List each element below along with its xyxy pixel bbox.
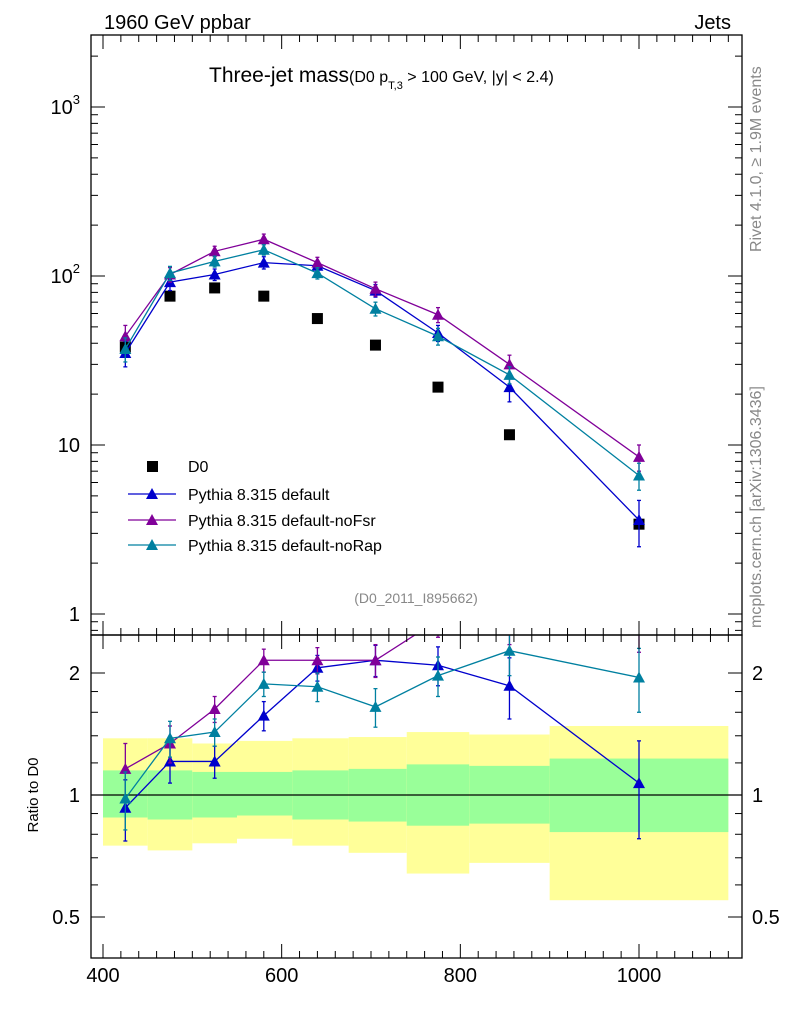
main-line-default bbox=[124, 261, 640, 521]
ratio-panel-frame bbox=[90, 634, 743, 959]
plot-title-sub-open: (D0 p bbox=[349, 69, 388, 86]
ratio-xtick-label: 1000 bbox=[617, 965, 662, 987]
main-ytick-label: 1 bbox=[69, 604, 80, 626]
ratio-point-noRap bbox=[633, 671, 645, 683]
ratio-series-noRap bbox=[119, 635, 645, 831]
ratio-point-noFsr bbox=[208, 703, 221, 715]
ratio-point-noRap bbox=[503, 644, 516, 656]
main-point-noFsr bbox=[257, 233, 270, 245]
main-point-data bbox=[369, 339, 381, 351]
ratio-ylabel: Ratio to D0 bbox=[25, 757, 42, 832]
ratio-point-default bbox=[257, 709, 270, 721]
ratio-ytick-label-right: 2 bbox=[752, 663, 763, 685]
ratio-band-inner bbox=[237, 771, 293, 816]
main-ytick-label: 10 bbox=[58, 435, 80, 457]
ratio-point-noRap bbox=[257, 677, 270, 689]
main-series-noFsr bbox=[119, 233, 645, 472]
ratio-ytick-label: 2 bbox=[69, 663, 80, 685]
main-ytick-label: 102 bbox=[51, 261, 80, 288]
main-panel: 1 10 102 103 Three-jet mass(D0 pT,3 > 100 G… bbox=[51, 34, 743, 636]
main-point-noFsr bbox=[311, 256, 324, 268]
legend-marker-data bbox=[147, 461, 158, 472]
main-point-noRap bbox=[503, 368, 516, 380]
ratio-panel: 400 600 800 1000 0.5 0.5 1 1 2 2 Ratio to D0 bbox=[25, 614, 780, 987]
rivet-version-label: Rivet 4.1.0, ≥ 1.9M events bbox=[748, 66, 765, 252]
main-point-noFsr bbox=[503, 358, 516, 370]
legend-label-default: Pythia 8.315 default bbox=[188, 487, 330, 504]
main-point-noRap bbox=[369, 302, 382, 314]
legend-marker-default bbox=[146, 488, 158, 499]
beam-label: 1960 GeV ppbar bbox=[104, 12, 251, 34]
main-point-noRap bbox=[311, 267, 324, 279]
ratio-point-noRap bbox=[208, 726, 221, 738]
ratio-point-noRap bbox=[119, 792, 132, 804]
legend: D0 Pythia 8.315 default Pythia 8.315 def… bbox=[128, 459, 382, 555]
main-ytick-label: 103 bbox=[51, 92, 80, 119]
main-point-data bbox=[503, 429, 515, 441]
ratio-point-noRap bbox=[164, 732, 176, 744]
ratio-point-noFsr bbox=[311, 654, 324, 666]
legend-label-norap: Pythia 8.315 default-noRap bbox=[188, 538, 382, 555]
ratio-point-noRap bbox=[311, 680, 324, 692]
ratio-xtick-label: 800 bbox=[444, 965, 477, 987]
main-point-noRap bbox=[633, 469, 645, 481]
ratio-ytick-label-right: 0.5 bbox=[752, 907, 780, 929]
main-point-noRap bbox=[164, 267, 176, 279]
main-point-data bbox=[258, 290, 270, 302]
plot-title-main: Three-jet mass bbox=[209, 64, 349, 87]
main-point-default bbox=[257, 256, 270, 268]
ratio-ytick-label: 0.5 bbox=[52, 907, 80, 929]
main-point-data bbox=[164, 290, 176, 302]
main-point-default bbox=[503, 381, 516, 393]
main-line-noFsr bbox=[124, 238, 640, 458]
ratio-xtick-label: 600 bbox=[265, 965, 298, 987]
mcplots-label: mcplots.cern.ch [arXiv:1306.3436] bbox=[748, 386, 765, 628]
ratio-point-default bbox=[633, 777, 645, 789]
ratio-point-noFsr bbox=[369, 654, 382, 666]
main-point-data bbox=[432, 381, 444, 393]
ratio-point-noFsr bbox=[119, 762, 132, 774]
main-point-noRap bbox=[257, 243, 270, 255]
main-point-default bbox=[208, 268, 221, 280]
ratio-point-default bbox=[503, 679, 516, 691]
plot-title: Three-jet mass(D0 pT,3 > 100 GeV, |y| < … bbox=[209, 64, 554, 92]
main-point-data bbox=[209, 282, 221, 294]
main-point-noFsr bbox=[119, 330, 132, 342]
main-point-noFsr bbox=[432, 308, 444, 320]
ratio-ytick-label: 1 bbox=[69, 785, 80, 807]
ratio-series-noFsr bbox=[119, 614, 641, 800]
main-point-noRap bbox=[432, 330, 444, 342]
ratio-point-noFsr bbox=[257, 654, 270, 666]
analysis-id-label: (D0_2011_I895662) bbox=[354, 590, 478, 606]
ratio-point-noFsr bbox=[432, 614, 444, 625]
main-point-data bbox=[311, 313, 323, 325]
main-point-noFsr bbox=[208, 245, 221, 257]
main-series-noRap bbox=[119, 243, 645, 491]
legend-label-data: D0 bbox=[188, 459, 209, 476]
ratio-xtick-label: 400 bbox=[86, 965, 119, 987]
plot-title-subscript: T,3 bbox=[388, 80, 403, 92]
ratio-point-default bbox=[208, 755, 221, 767]
main-point-noFsr bbox=[369, 282, 382, 294]
main-point-noRap bbox=[208, 255, 221, 267]
main-point-default bbox=[633, 513, 645, 525]
legend-marker-norap bbox=[146, 539, 158, 550]
category-label: Jets bbox=[694, 12, 731, 34]
ratio-point-noRap bbox=[369, 700, 382, 712]
main-point-noRap bbox=[119, 342, 132, 354]
plot-title-sub-close: > 100 GeV, |y| < 2.4) bbox=[403, 69, 554, 86]
legend-marker-nofsr bbox=[146, 514, 158, 525]
legend-label-nofsr: Pythia 8.315 default-noFsr bbox=[188, 513, 376, 530]
ratio-point-noRap bbox=[432, 669, 444, 681]
ratio-point-noFsr bbox=[503, 614, 515, 625]
main-point-noFsr bbox=[633, 450, 645, 462]
ratio-ytick-label-right: 1 bbox=[752, 785, 763, 807]
